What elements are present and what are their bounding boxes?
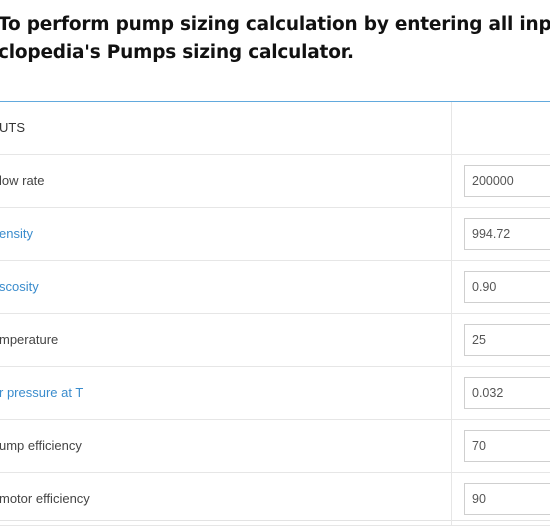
- table-row-temperature: mperature: [0, 314, 550, 367]
- table-row-motor-efficiency: motor efficiency: [0, 473, 550, 526]
- density-link[interactable]: ensity: [0, 226, 33, 241]
- viscosity-input[interactable]: [464, 271, 550, 303]
- inputs-header-label: UTS: [0, 120, 25, 135]
- density-input[interactable]: [464, 218, 550, 250]
- table-row-flow-rate: low rate: [0, 155, 550, 208]
- page-heading: To perform pump sizing calculation by en…: [0, 12, 550, 66]
- column-divider: [451, 473, 452, 525]
- column-divider: [451, 367, 452, 419]
- heading-line-1: To perform pump sizing calculation by en…: [0, 14, 550, 35]
- column-divider: [451, 208, 452, 260]
- motor-efficiency-input[interactable]: [464, 483, 550, 515]
- flow-rate-label: low rate: [0, 173, 45, 188]
- column-divider: [451, 314, 452, 366]
- column-divider: [451, 155, 452, 207]
- section-divider: [0, 101, 550, 102]
- viscosity-link[interactable]: scosity: [0, 279, 39, 294]
- temperature-label: mperature: [0, 332, 59, 347]
- motor-efficiency-label: motor efficiency: [0, 491, 90, 506]
- table-row-density: ensity: [0, 208, 550, 261]
- flow-rate-input[interactable]: [464, 165, 550, 197]
- inputs-header-row: UTS: [0, 102, 550, 155]
- vapor-pressure-link[interactable]: r pressure at T: [0, 385, 84, 400]
- column-divider: [451, 102, 452, 154]
- column-divider: [451, 420, 452, 472]
- table-row-pump-efficiency: ump efficiency: [0, 420, 550, 473]
- table-row-viscosity: scosity: [0, 261, 550, 314]
- pump-efficiency-input[interactable]: [464, 430, 550, 462]
- inputs-table: UTS low rate ensity scosity mperature r …: [0, 102, 550, 526]
- table-row-vapor-pressure: r pressure at T: [0, 367, 550, 420]
- temperature-input[interactable]: [464, 324, 550, 356]
- column-divider: [451, 261, 452, 313]
- heading-line-2: clopedia's Pumps sizing calculator.: [0, 42, 354, 63]
- vapor-pressure-input[interactable]: [464, 377, 550, 409]
- pump-efficiency-label: ump efficiency: [0, 438, 82, 453]
